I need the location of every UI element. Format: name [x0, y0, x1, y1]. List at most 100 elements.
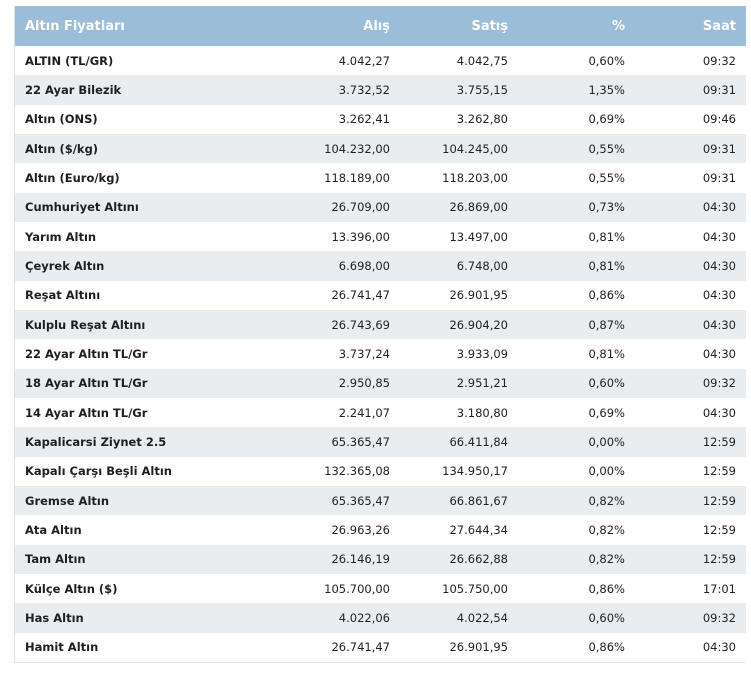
row-time-cell: 04:30	[702, 346, 736, 361]
row-percent-cell: 0,60%	[588, 610, 625, 625]
row-percent-cell: 0,86%	[588, 288, 625, 303]
row-name-cell: Külçe Altın ($)	[25, 581, 118, 596]
table-row: ALTIN (TL/GR) 4.042,27 4.042,75 0,60% 09:32	[15, 46, 746, 76]
row-name-cell: Reşat Altını	[25, 288, 101, 303]
row-time-cell: 12:59	[702, 434, 736, 449]
row-buy-cell: 3.732,52	[338, 82, 390, 97]
row-time-cell: 12:59	[702, 552, 736, 567]
row-buy-cell: 104.232,00	[324, 141, 390, 156]
row-buy-cell: 13.396,00	[331, 229, 390, 244]
table-row: 22 Ayar Altın TL/Gr 3.737,24 3.933,09 0,81%…	[15, 339, 746, 369]
row-sell-cell: 4.042,75	[456, 53, 508, 68]
row-name-cell: 22 Ayar Altın TL/Gr	[25, 346, 148, 361]
row-sell-cell: 6.748,00	[456, 258, 508, 273]
row-percent-cell: 0,69%	[588, 112, 625, 127]
row-time-cell: 09:31	[702, 82, 736, 97]
row-name-cell: Çeyrek Altın	[25, 258, 105, 273]
row-name-cell: Gremse Altın	[25, 493, 110, 508]
row-buy-cell: 4.022,06	[338, 610, 390, 625]
row-time-cell: 04:30	[702, 640, 736, 655]
row-buy-cell: 6.698,00	[338, 258, 390, 273]
table-row: 18 Ayar Altın TL/Gr 2.950,85 2.951,21 0,60%…	[15, 368, 746, 398]
row-percent-cell: 0,81%	[588, 346, 625, 361]
row-buy-cell: 3.262,41	[338, 112, 390, 127]
row-percent-cell: 0,00%	[588, 464, 625, 479]
table-header: Altın Fiyatları Alış Satış % Saat	[15, 6, 746, 46]
row-sell-cell: 66.411,84	[449, 434, 508, 449]
row-sell-cell: 104.245,00	[442, 141, 508, 156]
table-row: Cumhuriyet Altını 26.709,00 26.869,00 0,73%…	[15, 192, 746, 222]
row-percent-cell: 0,73%	[588, 200, 625, 215]
row-name-cell: Has Altın	[25, 610, 84, 625]
table-row: Kapalı Çarşı Beşli Altın 132.365,08 134.95…	[15, 456, 746, 486]
table-row: Yarım Altın 13.396,00 13.497,00 0,81% 04:30	[15, 221, 746, 252]
row-name-cell: Cumhuriyet Altını	[25, 200, 139, 215]
table-row: Altın ($/kg) 104.232,00 104.245,00 0,55% 09:…	[15, 133, 746, 164]
row-time-cell: 09:32	[702, 53, 736, 68]
row-sell-cell: 3.933,09	[456, 346, 508, 361]
row-percent-cell: 0,69%	[588, 405, 625, 420]
row-percent-cell: 0,00%	[588, 434, 625, 449]
row-buy-cell: 26.741,47	[331, 288, 390, 303]
table-row: Reşat Altını 26.741,47 26.901,95 0,86% 04:30	[15, 280, 746, 310]
row-name-cell: Tam Altın	[25, 552, 86, 567]
row-buy-cell: 3.737,24	[338, 346, 390, 361]
row-percent-cell: 0,82%	[588, 493, 625, 508]
row-sell-cell: 66.861,67	[449, 493, 508, 508]
table-row: Kapalicarsi Ziynet 2.5 65.365,47 66.411,84…	[15, 427, 746, 457]
row-name-cell: 22 Ayar Bilezik	[25, 82, 122, 97]
row-percent-cell: 0,60%	[588, 53, 625, 68]
row-sell-cell: 26.869,00	[449, 200, 508, 215]
row-name-cell: ALTIN (TL/GR)	[25, 53, 114, 68]
gold-prices-grid: Altın Fiyatları Alış Satış % Saat ALTIN …	[15, 6, 746, 662]
table-row: Külçe Altın ($) 105.700,00 105.750,00 0,86%…	[15, 573, 746, 604]
row-name-cell: 18 Ayar Altın TL/Gr	[25, 376, 148, 391]
row-sell-cell: 4.022,54	[456, 610, 508, 625]
table-row: Altın (ONS) 3.262,41 3.262,80 0,69% 09:46	[15, 104, 746, 134]
header-buy: Alış	[363, 18, 390, 34]
row-buy-cell: 2.241,07	[338, 405, 390, 420]
row-name-cell: 14 Ayar Altın TL/Gr	[25, 405, 148, 420]
header-sell: Satış	[471, 18, 508, 34]
row-buy-cell: 2.950,85	[338, 376, 390, 391]
row-time-cell: 04:30	[702, 200, 736, 215]
row-time-cell: 12:59	[702, 522, 736, 537]
row-sell-cell: 26.662,88	[449, 552, 508, 567]
table-row: Has Altın 4.022,06 4.022,54 0,60% 09:32	[15, 603, 746, 633]
table-row: Ata Altın 26.963,26 27.644,34 0,82% 12:59	[15, 515, 746, 545]
header-row: Altın Fiyatları Alış Satış % Saat	[15, 6, 746, 46]
row-sell-cell: 118.203,00	[442, 170, 508, 185]
table-row: 14 Ayar Altın TL/Gr 2.241,07 3.180,80 0,69%…	[15, 397, 746, 428]
row-time-cell: 04:30	[702, 229, 736, 244]
row-percent-cell: 0,82%	[588, 522, 625, 537]
row-time-cell: 04:30	[702, 258, 736, 273]
row-time-cell: 09:32	[702, 376, 736, 391]
row-percent-cell: 0,55%	[588, 141, 625, 156]
row-time-cell: 09:32	[702, 610, 736, 625]
table-row: Kulplu Reşat Altını 26.743,69 26.904,20 0,8…	[15, 309, 746, 340]
row-sell-cell: 13.497,00	[449, 229, 508, 244]
row-percent-cell: 0,86%	[588, 581, 625, 596]
row-time-cell: 04:30	[702, 317, 736, 332]
row-time-cell: 09:46	[702, 112, 736, 127]
row-buy-cell: 26.709,00	[331, 200, 390, 215]
table-row: Altın (Euro/kg) 118.189,00 118.203,00 0,55%…	[15, 163, 746, 193]
row-time-cell: 17:01	[702, 581, 736, 596]
row-name-cell: Altın ($/kg)	[25, 141, 99, 156]
row-buy-cell: 118.189,00	[324, 170, 390, 185]
gold-prices-table: Altın Fiyatları Alış Satış % Saat ALTIN …	[14, 6, 746, 663]
row-percent-cell: 0,82%	[588, 552, 625, 567]
row-name-cell: Kapalı Çarşı Beşli Altın	[25, 464, 172, 479]
row-sell-cell: 26.901,95	[449, 288, 508, 303]
table-row: 22 Ayar Bilezik 3.732,52 3.755,15 1,35% 09:3…	[15, 75, 746, 105]
row-percent-cell: 0,86%	[588, 640, 625, 655]
row-name-cell: Yarım Altın	[25, 229, 97, 244]
row-sell-cell: 105.750,00	[442, 581, 508, 596]
row-name-cell: Hamit Altın	[25, 640, 99, 655]
row-time-cell: 12:59	[702, 464, 736, 479]
row-sell-cell: 3.262,80	[456, 112, 508, 127]
row-time-cell: 09:31	[702, 170, 736, 185]
row-name-cell: Kapalicarsi Ziynet 2.5	[25, 434, 167, 449]
row-buy-cell: 26.741,47	[331, 640, 390, 655]
row-percent-cell: 0,87%	[588, 317, 625, 332]
